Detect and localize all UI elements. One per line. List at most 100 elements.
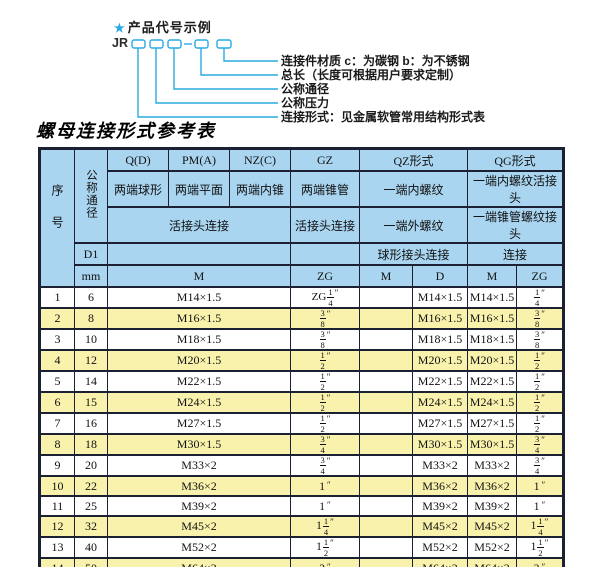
cell-m-thread: M14×1.5 — [107, 286, 291, 309]
cell-gz-zg: ZG 1 4 ″ — [290, 286, 360, 309]
cell-gz-zg: 1 2 ″ — [290, 412, 360, 435]
cell-qz-d: M27×1.5 — [412, 412, 468, 435]
cell-mm: 6 — [74, 286, 108, 309]
code-box — [131, 39, 146, 49]
cell-mm: 15 — [74, 391, 108, 414]
header-row-5: mm M ZG M D M ZG — [40, 264, 564, 288]
header-col-gz: GZ — [290, 147, 360, 172]
cell-mm: 10 — [74, 328, 108, 351]
header-qg-desc1: 一端内螺纹活接头 — [467, 170, 564, 208]
cell-qg-m: M16×1.5 — [467, 307, 517, 330]
diagram-label-pressure: 公称压力 — [281, 96, 330, 110]
cell-qg-m: M30×1.5 — [467, 433, 517, 456]
table-row: 11 25 M39×2 1 ″ M39×2 M39×2 1 ″ — [39, 495, 564, 517]
header-qz-d-label: D — [412, 264, 468, 288]
cell-gz-zg: 3 8 ″ — [290, 328, 360, 351]
diagram-label-length: 总长（长度可根据用户要求定制） — [281, 68, 462, 82]
header-gz-desc: 两端锥管 — [290, 170, 360, 208]
cell-qz-d: M64×2 — [412, 557, 468, 567]
cell-gz-zg: 1 ″ — [290, 475, 360, 497]
cell-gz-zg: 3 4 ″ — [290, 454, 360, 477]
table-row: 13 40 M52×2 1 1 2 ″ M52×2 M52×2 1 1 2 ″ — [39, 536, 564, 559]
cell-m-thread: M33×2 — [107, 454, 291, 477]
cell-mm: 18 — [74, 433, 108, 456]
header-qz-desc2: 一端外螺纹 — [359, 206, 468, 244]
leader-line — [173, 48, 278, 90]
header-m-label: M — [107, 264, 291, 288]
cell-qz-d: M14×1.5 — [412, 286, 468, 309]
header-qz-conn: 球形接头连接 — [359, 242, 468, 266]
cell-qg-m: M39×2 — [467, 495, 517, 517]
cell-qz-m — [359, 328, 413, 351]
cell-qg-zg: 1 2 ″ — [516, 370, 564, 393]
cell-seq: 9 — [39, 454, 75, 477]
cell-qg-m: M64×2 — [467, 557, 517, 567]
cell-qz-m — [359, 454, 413, 477]
cell-qg-m: M33×2 — [467, 454, 517, 477]
cell-gz-zg: 1 2 ″ — [290, 370, 360, 393]
cell-gz-zg: 2″ — [290, 557, 360, 567]
cell-m-thread: M45×2 — [107, 515, 291, 538]
cell-m-thread: M39×2 — [107, 495, 291, 517]
header-qz-m-label: M — [359, 264, 413, 288]
header-qg-zg-label: ZG — [516, 264, 564, 288]
table-row: 9 20 M33×2 3 4 ″ M33×2 M33×2 3 4 ″ — [39, 454, 564, 477]
header-col-pm: PM(A) — [168, 147, 230, 172]
cell-qz-m — [359, 557, 413, 567]
header-seq: 序号 — [39, 147, 75, 288]
cell-qz-d: M18×1.5 — [412, 328, 468, 351]
table-row: 8 18 M30×1.5 3 4 ″ M30×1.5 M30×1.5 3 4 ″ — [39, 433, 564, 456]
header-col-qz: QZ形式 — [359, 147, 468, 172]
header-d1: D1 — [74, 242, 108, 266]
cell-mm: 14 — [74, 370, 108, 393]
cell-qz-d: M16×1.5 — [412, 307, 468, 330]
header-nz-desc: 两端内锥 — [229, 170, 291, 208]
cell-gz-zg: 3 4 ″ — [290, 433, 360, 456]
cell-mm: 12 — [74, 349, 108, 372]
cell-gz-zg: 1 2 ″ — [290, 349, 360, 372]
cell-qz-m — [359, 515, 413, 538]
cell-qg-zg: 1 2 ″ — [516, 412, 564, 435]
cell-mm: 22 — [74, 475, 108, 497]
header-zg-label: ZG — [290, 264, 360, 288]
cell-qz-d: M33×2 — [412, 454, 468, 477]
cell-qg-m: M14×1.5 — [467, 286, 517, 309]
header-q-desc: 两端球形 — [107, 170, 169, 208]
cell-m-thread: M18×1.5 — [107, 328, 291, 351]
cell-qg-zg: 3 8 ″ — [516, 307, 564, 330]
cell-qg-m: M52×2 — [467, 536, 517, 559]
nut-connection-table: 序号 公称通径 Q(D) PM(A) NZ(C) GZ QZ形式 QG形式 两端… — [38, 147, 565, 567]
cell-qz-m — [359, 536, 413, 559]
cell-m-thread: M52×2 — [107, 536, 291, 559]
cell-qg-zg: 1 2 ″ — [516, 391, 564, 414]
cell-qg-zg: 3 4 ″ — [516, 433, 564, 456]
cell-mm: 40 — [74, 536, 108, 559]
header-pm-desc: 两端平面 — [168, 170, 230, 208]
header-mm: mm — [74, 264, 108, 288]
diagram-heading: ★ 产品代号示例 — [114, 17, 212, 36]
cell-qz-m — [359, 475, 413, 497]
code-box — [167, 39, 182, 49]
table-row: 7 16 M27×1.5 1 2 ″ M27×1.5 M27×1.5 1 2 ″ — [39, 412, 564, 435]
cell-gz-zg: 1 ″ — [290, 495, 360, 517]
header-blank-gz — [290, 242, 360, 266]
cell-seq: 4 — [39, 349, 75, 372]
diagram-label-diameter: 公称通径 — [281, 82, 330, 96]
cell-qz-d: M36×2 — [412, 475, 468, 497]
cell-mm: 25 — [74, 495, 108, 517]
cell-qg-zg: 1 4 ″ — [516, 286, 564, 309]
header-col-q: Q(D) — [107, 147, 169, 172]
cell-mm: 32 — [74, 515, 108, 538]
cell-qz-m — [359, 307, 413, 330]
cell-m-thread: M22×1.5 — [107, 370, 291, 393]
table-row: 1450M64×22″M64×2M64×22″ — [39, 557, 564, 567]
cell-seq: 12 — [39, 515, 75, 538]
diagram-label-connection: 连接形式：见金属软管常用结构形式表 — [281, 110, 486, 124]
